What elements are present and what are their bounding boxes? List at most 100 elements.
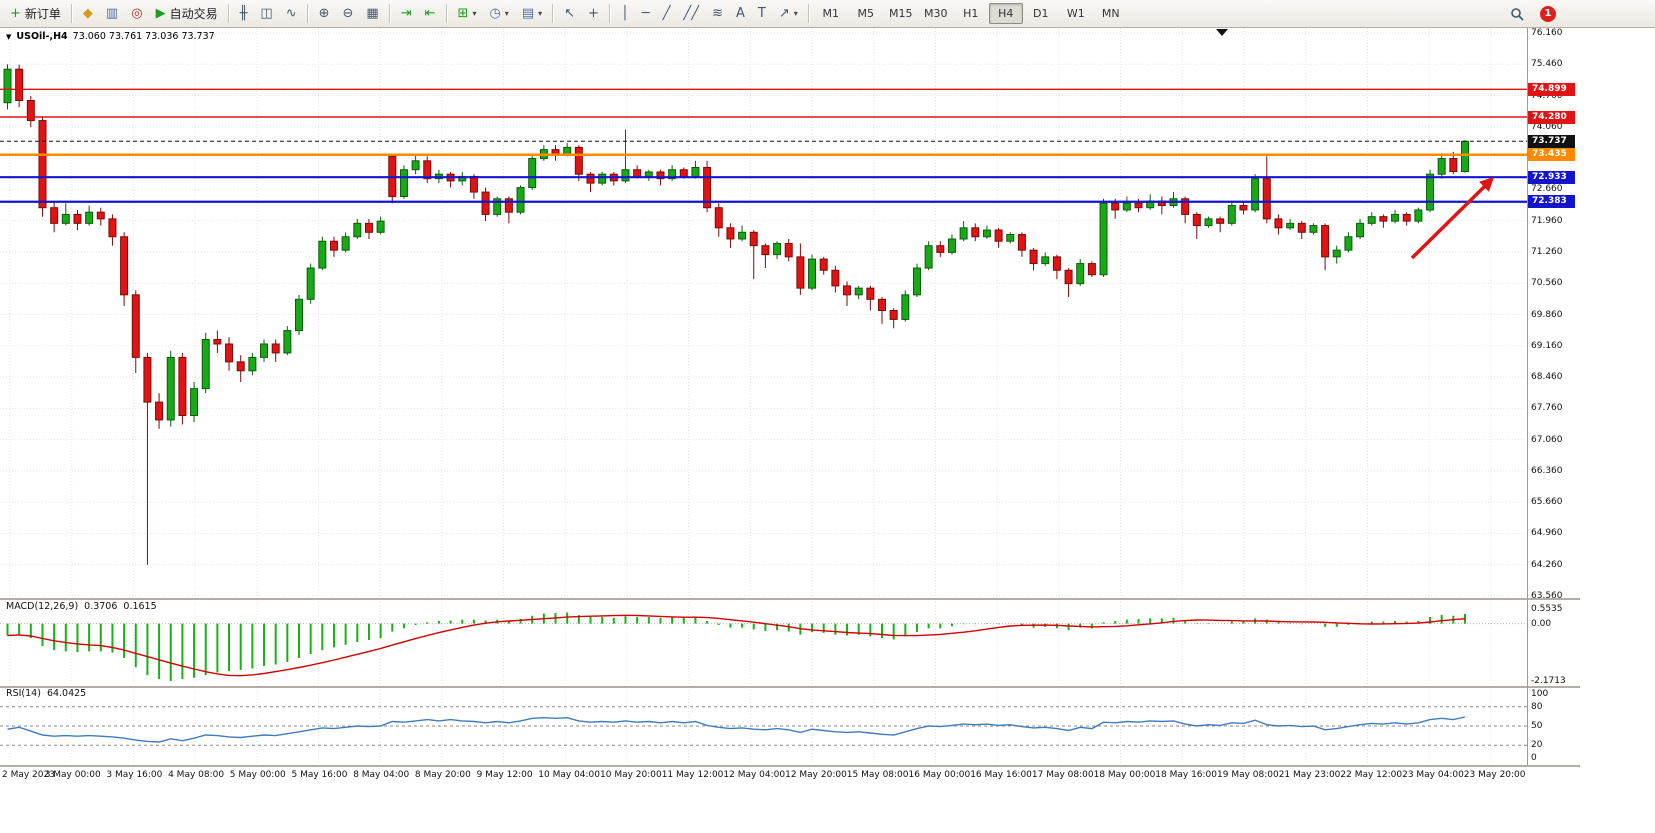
candlestick-button[interactable]: ◫ bbox=[254, 2, 278, 26]
vertical-line-button[interactable]: │ bbox=[615, 2, 635, 26]
horizontal-line-button[interactable]: ─ bbox=[636, 2, 656, 26]
time-axis-label: 4 May 08:00 bbox=[168, 770, 225, 780]
zoom-out-button[interactable]: ⊖ bbox=[337, 2, 360, 26]
time-axis-label: 19 May 08:00 bbox=[1217, 770, 1279, 780]
candle bbox=[504, 198, 513, 213]
search-button[interactable] bbox=[1504, 2, 1530, 26]
chart-shift-marker[interactable] bbox=[1216, 29, 1228, 36]
candle bbox=[1134, 202, 1143, 209]
candle bbox=[633, 169, 642, 177]
timeframe-d1-button[interactable]: D1 bbox=[1033, 7, 1049, 20]
crosshair-button[interactable]: + bbox=[582, 2, 605, 26]
candle bbox=[38, 120, 47, 209]
text-icon: A bbox=[735, 6, 745, 21]
periods-button[interactable]: ◷ ▾ bbox=[483, 2, 514, 26]
time-axis-label: 12 May 20:00 bbox=[785, 770, 847, 780]
price-axis-label: 71.260 bbox=[1531, 246, 1563, 257]
zoom-in-button[interactable]: ⊕ bbox=[313, 2, 336, 26]
auto-scroll-button[interactable]: ⇥ bbox=[395, 2, 418, 26]
macd-pane-canvas[interactable] bbox=[0, 599, 1655, 687]
price-level-badge: 72.383 bbox=[1528, 195, 1575, 209]
candle bbox=[108, 218, 117, 238]
candle bbox=[1286, 222, 1295, 229]
rsi-line bbox=[7, 716, 1466, 743]
timeframe-m30-button[interactable]: M30 bbox=[924, 7, 948, 20]
dropdown-caret-icon: ▾ bbox=[504, 9, 509, 18]
channel-button[interactable]: ╱╱ bbox=[677, 2, 705, 26]
timeframe-h1-button[interactable]: H1 bbox=[963, 7, 979, 20]
label-button[interactable]: T bbox=[752, 2, 772, 26]
rsi-axis-label: 80 bbox=[1531, 701, 1543, 712]
price-level-badge: 74.899 bbox=[1528, 82, 1575, 96]
candle bbox=[399, 169, 408, 198]
candle bbox=[1006, 234, 1015, 242]
time-axis-label: 22 May 12:00 bbox=[1340, 770, 1403, 780]
expander-icon[interactable]: ▼ bbox=[6, 32, 12, 41]
timeframe-m1-button[interactable]: M1 bbox=[822, 7, 840, 20]
rsi-axis-label: 0 bbox=[1531, 753, 1537, 763]
autotrading-button[interactable]: ▶ 自动交易 bbox=[150, 2, 224, 26]
pane-separator[interactable] bbox=[0, 765, 1580, 767]
zoom-out-icon: ⊖ bbox=[342, 6, 354, 21]
timeframe-mn-button[interactable]: MN bbox=[1101, 7, 1120, 20]
macd-label: MACD(12,26,9) 0.3706 0.1615 bbox=[6, 601, 157, 612]
price-chart-canvas[interactable] bbox=[0, 28, 1655, 599]
candle bbox=[411, 160, 420, 171]
candle bbox=[784, 242, 793, 258]
line-chart-button[interactable]: ∿ bbox=[280, 2, 303, 26]
time-axis-label: 16 May 00:00 bbox=[908, 770, 971, 780]
chart-area[interactable]: ▼ USOil-,H4 73.060 73.761 73.036 73.737 76.… bbox=[0, 28, 1655, 833]
candlestick-icon: ◫ bbox=[260, 6, 273, 21]
price-level-badge: 73.435 bbox=[1528, 148, 1575, 162]
signals-button[interactable]: ◎ bbox=[125, 2, 148, 26]
chart-shift-button[interactable]: ⇤ bbox=[419, 2, 442, 26]
price-axis-label: 72.660 bbox=[1531, 184, 1563, 195]
candle bbox=[1076, 263, 1085, 285]
symbol-header: ▼ USOil-,H4 73.060 73.761 73.036 73.737 bbox=[6, 31, 215, 42]
text-button[interactable]: A bbox=[730, 2, 751, 26]
timeframe-w1-button[interactable]: W1 bbox=[1066, 7, 1085, 20]
candle bbox=[528, 158, 537, 189]
candle bbox=[679, 169, 688, 177]
candle bbox=[423, 160, 432, 180]
time-axis-label: 9 May 12:00 bbox=[476, 770, 533, 780]
macd-axis-label: -2.1713 bbox=[1531, 676, 1566, 686]
fibonacci-button[interactable]: ≋ bbox=[706, 2, 729, 26]
new-order-icon: + bbox=[10, 6, 21, 21]
timeframe-m5-button[interactable]: M5 bbox=[857, 7, 875, 20]
vertical-line-icon: │ bbox=[620, 6, 629, 21]
candle bbox=[1402, 213, 1411, 222]
templates-button[interactable]: ▤ ▾ bbox=[516, 2, 548, 26]
tile-windows-button[interactable]: ▦ bbox=[360, 2, 384, 26]
rsi-value: 64.0425 bbox=[46, 688, 87, 699]
indicators-button[interactable]: ⊞ ▾ bbox=[452, 2, 483, 26]
ohlc-bars-button[interactable]: ╫ bbox=[234, 2, 254, 26]
candle bbox=[749, 231, 758, 247]
candle bbox=[1262, 178, 1271, 220]
macd-name: MACD(12,26,9) bbox=[6, 601, 79, 612]
rsi-pane-canvas[interactable] bbox=[0, 687, 1655, 765]
new-order-button[interactable]: + 新订单 bbox=[4, 2, 67, 26]
vertical-gridlines bbox=[9, 28, 1492, 599]
candle bbox=[668, 169, 677, 180]
candle bbox=[1239, 204, 1248, 211]
shapes-button[interactable]: ↗ ▾ bbox=[773, 2, 804, 26]
pane-separator[interactable] bbox=[0, 598, 1580, 600]
candle bbox=[236, 361, 245, 372]
timeframe-m15-button[interactable]: M15 bbox=[889, 7, 913, 20]
timeframe-h4-button[interactable]: H4 bbox=[988, 3, 1023, 24]
cursor-button[interactable]: ↖ bbox=[558, 2, 581, 26]
candle bbox=[155, 401, 164, 421]
candle bbox=[1379, 216, 1388, 222]
pane-separator[interactable] bbox=[0, 686, 1580, 688]
candle bbox=[1204, 218, 1213, 227]
candle bbox=[1297, 222, 1306, 233]
trend-arrow[interactable] bbox=[1410, 177, 1494, 260]
toolbar-separator bbox=[227, 4, 230, 23]
candle bbox=[96, 211, 105, 220]
notification-badge[interactable]: 1 bbox=[1540, 5, 1556, 22]
data-window-button[interactable]: ▥ bbox=[100, 2, 124, 26]
rsi-axis-label: 20 bbox=[1531, 740, 1543, 751]
trendline-button[interactable]: ╱ bbox=[657, 2, 677, 26]
market-watch-button[interactable]: ◆ bbox=[77, 2, 99, 26]
